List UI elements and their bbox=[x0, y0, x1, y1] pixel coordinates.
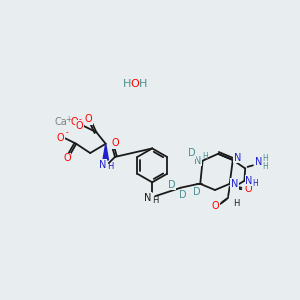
Text: -: - bbox=[66, 128, 68, 137]
Text: D: D bbox=[168, 180, 176, 190]
Text: O: O bbox=[244, 184, 252, 194]
Text: H: H bbox=[252, 179, 258, 188]
Text: -: - bbox=[79, 115, 82, 124]
Text: H: H bbox=[152, 196, 158, 205]
Text: N: N bbox=[234, 153, 241, 163]
Text: O: O bbox=[112, 138, 120, 148]
Text: H: H bbox=[202, 152, 208, 160]
Text: O: O bbox=[85, 114, 92, 124]
Text: +: + bbox=[65, 115, 72, 124]
Text: N: N bbox=[231, 179, 238, 189]
Text: D: D bbox=[178, 190, 186, 200]
Text: Ca: Ca bbox=[55, 117, 67, 127]
Text: O: O bbox=[70, 117, 78, 127]
Text: H: H bbox=[233, 200, 239, 208]
Text: H: H bbox=[262, 162, 268, 171]
Text: N: N bbox=[99, 160, 106, 170]
Text: D: D bbox=[188, 148, 196, 158]
Text: O: O bbox=[131, 79, 140, 89]
Text: O: O bbox=[63, 153, 71, 164]
Text: N: N bbox=[255, 157, 262, 167]
Text: O: O bbox=[212, 201, 220, 211]
Text: H: H bbox=[139, 79, 147, 89]
Polygon shape bbox=[103, 144, 108, 160]
Text: O: O bbox=[76, 121, 83, 131]
Text: H: H bbox=[262, 154, 268, 163]
Text: H: H bbox=[107, 162, 113, 171]
Text: N: N bbox=[144, 193, 151, 203]
Text: N: N bbox=[194, 156, 202, 166]
Text: -: - bbox=[84, 116, 87, 125]
Text: N: N bbox=[245, 176, 253, 186]
Text: H: H bbox=[123, 79, 132, 89]
Text: D: D bbox=[193, 187, 201, 196]
Text: O: O bbox=[57, 134, 64, 143]
